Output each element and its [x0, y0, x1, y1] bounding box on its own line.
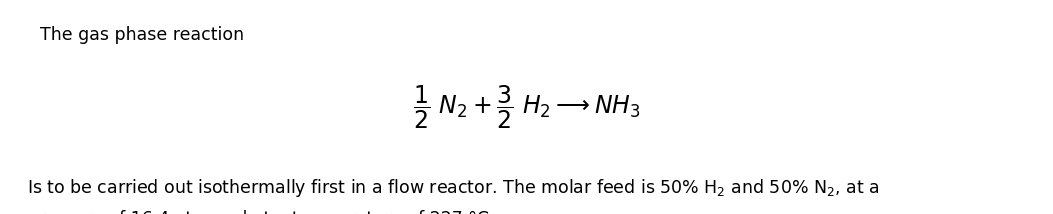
Text: pressure of 16.4 atm and at a temperature of 227 °C.: pressure of 16.4 atm and at a temperatur… — [27, 210, 495, 214]
Text: $\dfrac{1}{2}\ N_2 + \dfrac{3}{2}\ H_2 \longrightarrow NH_3$: $\dfrac{1}{2}\ N_2 + \dfrac{3}{2}\ H_2 \… — [413, 83, 640, 131]
Text: The gas phase reaction: The gas phase reaction — [40, 26, 244, 44]
Text: Is to be carried out isothermally first in a flow reactor. The molar feed is 50%: Is to be carried out isothermally first … — [27, 177, 880, 199]
